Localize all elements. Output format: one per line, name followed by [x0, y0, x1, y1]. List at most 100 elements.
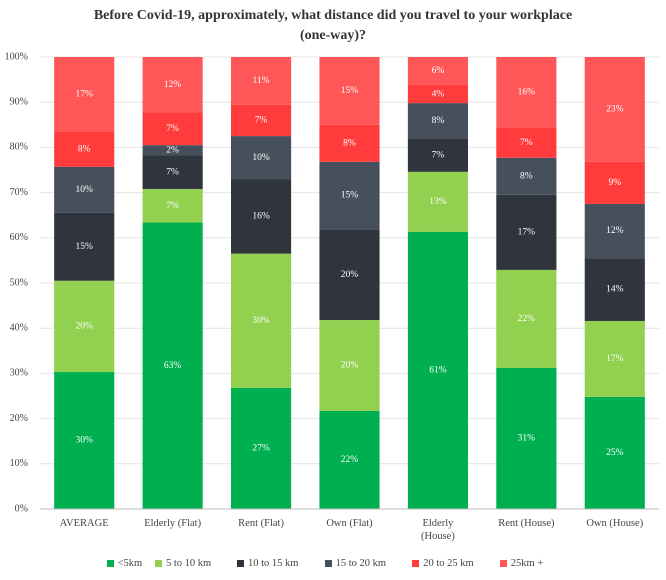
legend-swatch — [106, 560, 114, 567]
data-label: 22% — [341, 455, 359, 465]
data-label: 20% — [76, 322, 94, 332]
bar-segment — [319, 320, 380, 411]
x-tick-label: Elderly (Flat) — [144, 518, 202, 529]
data-label: 10% — [76, 185, 94, 195]
data-label: 16% — [518, 88, 536, 98]
data-label: 7% — [166, 167, 179, 177]
legend-label: 10 to 15 km — [248, 558, 299, 569]
data-label: 17% — [76, 89, 94, 99]
data-label: 17% — [606, 354, 624, 364]
y-tick-label: 100% — [5, 51, 28, 62]
bar-segment — [54, 166, 115, 213]
data-label: 15% — [76, 242, 94, 252]
bar-segment — [319, 161, 380, 230]
bar-segment — [496, 57, 557, 128]
bar-segment — [407, 85, 468, 104]
data-label: 63% — [164, 361, 182, 371]
data-label: 20% — [341, 270, 359, 280]
data-label: 13% — [429, 197, 447, 207]
bar-segment — [54, 57, 115, 132]
bar-segment — [142, 145, 203, 156]
data-label: 25% — [606, 448, 624, 458]
data-label: 8% — [78, 144, 91, 154]
x-tick-label: Own (House) — [586, 518, 644, 529]
legend-label: 15 to 20 km — [335, 558, 387, 569]
bar-segment — [407, 231, 468, 509]
x-tick-label: Own (Flat) — [326, 518, 373, 529]
bar-segment — [142, 188, 203, 223]
data-label: 7% — [432, 150, 445, 160]
data-label: 8% — [343, 139, 356, 149]
bar-segment — [54, 280, 115, 373]
bar-segment — [584, 396, 645, 509]
bar-segment — [319, 229, 380, 321]
data-label: 9% — [608, 178, 621, 188]
bar-segment — [584, 57, 645, 162]
data-label: 30% — [76, 436, 94, 446]
bar-segment — [584, 320, 645, 397]
bar-segment — [407, 57, 468, 86]
data-label: 7% — [520, 138, 533, 148]
bar-segment — [142, 222, 203, 509]
y-tick-label: 80% — [10, 142, 28, 153]
y-tick-label: 90% — [10, 96, 28, 107]
bar-segment — [319, 57, 380, 125]
y-tick-label: 70% — [10, 187, 28, 198]
bar-segment — [231, 136, 292, 180]
data-label: 7% — [166, 201, 179, 211]
data-label: 31% — [518, 434, 536, 444]
bar-segment — [319, 410, 380, 509]
x-tick-label: AVERAGE — [59, 518, 109, 529]
bar-segment — [584, 203, 645, 259]
bar-segment — [584, 161, 645, 204]
legend-swatch — [499, 560, 507, 567]
legend-swatch — [412, 560, 420, 567]
data-label: 16% — [252, 212, 270, 222]
legend-label: 5 to 10 km — [166, 558, 212, 569]
legend-label: 20 to 25 km — [423, 558, 474, 569]
y-tick-label: 40% — [10, 322, 28, 333]
legend-label: 25km + — [510, 558, 544, 569]
data-label: 61% — [429, 366, 447, 376]
bar-segment — [54, 372, 115, 509]
bar-segment — [319, 124, 380, 162]
y-tick-label: 10% — [10, 458, 28, 469]
bar-segment — [231, 179, 292, 254]
data-label: 15% — [341, 86, 359, 96]
bar-segment — [54, 212, 115, 281]
legend-swatch — [324, 560, 332, 567]
x-tick-label: Rent (House) — [498, 518, 555, 529]
data-label: 8% — [520, 172, 533, 182]
y-tick-label: 30% — [10, 368, 28, 379]
y-tick-label: 0% — [15, 503, 28, 514]
chart-title: Before Covid-19, approximately, what dis… — [93, 8, 573, 43]
data-label: 8% — [432, 116, 445, 126]
data-label: 30% — [252, 316, 270, 326]
bar-segment — [496, 127, 557, 158]
data-label: 15% — [341, 191, 359, 201]
data-label: 20% — [341, 361, 359, 371]
bar-segment — [407, 171, 468, 232]
data-label: 14% — [606, 285, 624, 295]
data-label: 12% — [606, 226, 624, 236]
data-label: 23% — [606, 105, 624, 115]
bar-segment — [407, 138, 468, 172]
bar-segment — [231, 104, 292, 137]
data-label: 12% — [164, 80, 182, 90]
legend-swatch — [237, 560, 244, 567]
bar-segment — [584, 258, 645, 321]
y-tick-label: 20% — [10, 413, 28, 424]
y-tick-label: 60% — [10, 232, 28, 243]
data-label: 2% — [166, 146, 179, 156]
bar-segment — [496, 194, 557, 270]
data-label: 7% — [255, 116, 268, 126]
x-tick-label: Elderly (House) — [421, 518, 455, 542]
data-label: 4% — [432, 89, 445, 99]
data-label: 22% — [518, 314, 536, 324]
data-label: 27% — [252, 444, 270, 454]
bar-segment — [142, 112, 203, 146]
data-label: 7% — [166, 124, 179, 134]
bar-segment — [142, 155, 203, 189]
